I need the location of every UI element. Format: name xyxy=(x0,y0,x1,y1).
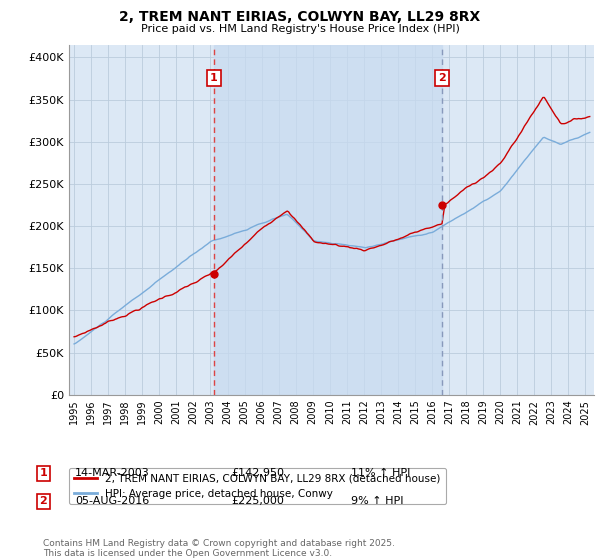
Text: 2: 2 xyxy=(438,73,446,83)
Text: 2, TREM NANT EIRIAS, COLWYN BAY, LL29 8RX: 2, TREM NANT EIRIAS, COLWYN BAY, LL29 8R… xyxy=(119,10,481,24)
Text: 9% ↑ HPI: 9% ↑ HPI xyxy=(351,496,404,506)
Text: 11% ↑ HPI: 11% ↑ HPI xyxy=(351,468,410,478)
Text: 05-AUG-2016: 05-AUG-2016 xyxy=(75,496,149,506)
Bar xyxy=(214,45,442,395)
Text: 2: 2 xyxy=(40,496,47,506)
Text: 1: 1 xyxy=(40,468,47,478)
Text: 1: 1 xyxy=(210,73,218,83)
Legend: 2, TREM NANT EIRIAS, COLWYN BAY, LL29 8RX (detached house), HPI: Average price, : 2, TREM NANT EIRIAS, COLWYN BAY, LL29 8R… xyxy=(69,468,446,505)
Text: £142,950: £142,950 xyxy=(231,468,284,478)
Text: Price paid vs. HM Land Registry's House Price Index (HPI): Price paid vs. HM Land Registry's House … xyxy=(140,24,460,34)
Text: Contains HM Land Registry data © Crown copyright and database right 2025.
This d: Contains HM Land Registry data © Crown c… xyxy=(43,539,395,558)
Text: £225,000: £225,000 xyxy=(231,496,284,506)
Text: 14-MAR-2003: 14-MAR-2003 xyxy=(75,468,150,478)
